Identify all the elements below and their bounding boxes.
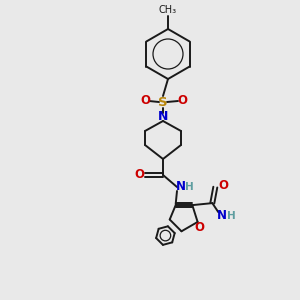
Text: H: H xyxy=(184,182,194,192)
Text: O: O xyxy=(177,94,187,107)
Text: O: O xyxy=(140,94,150,107)
Text: N: N xyxy=(158,110,168,124)
Text: O: O xyxy=(218,178,228,192)
Text: CH₃: CH₃ xyxy=(159,5,177,15)
Text: N: N xyxy=(217,208,227,222)
Text: H: H xyxy=(227,211,236,221)
Text: N: N xyxy=(176,179,186,193)
Text: O: O xyxy=(134,169,144,182)
Text: S: S xyxy=(158,95,168,109)
Text: O: O xyxy=(195,221,205,235)
